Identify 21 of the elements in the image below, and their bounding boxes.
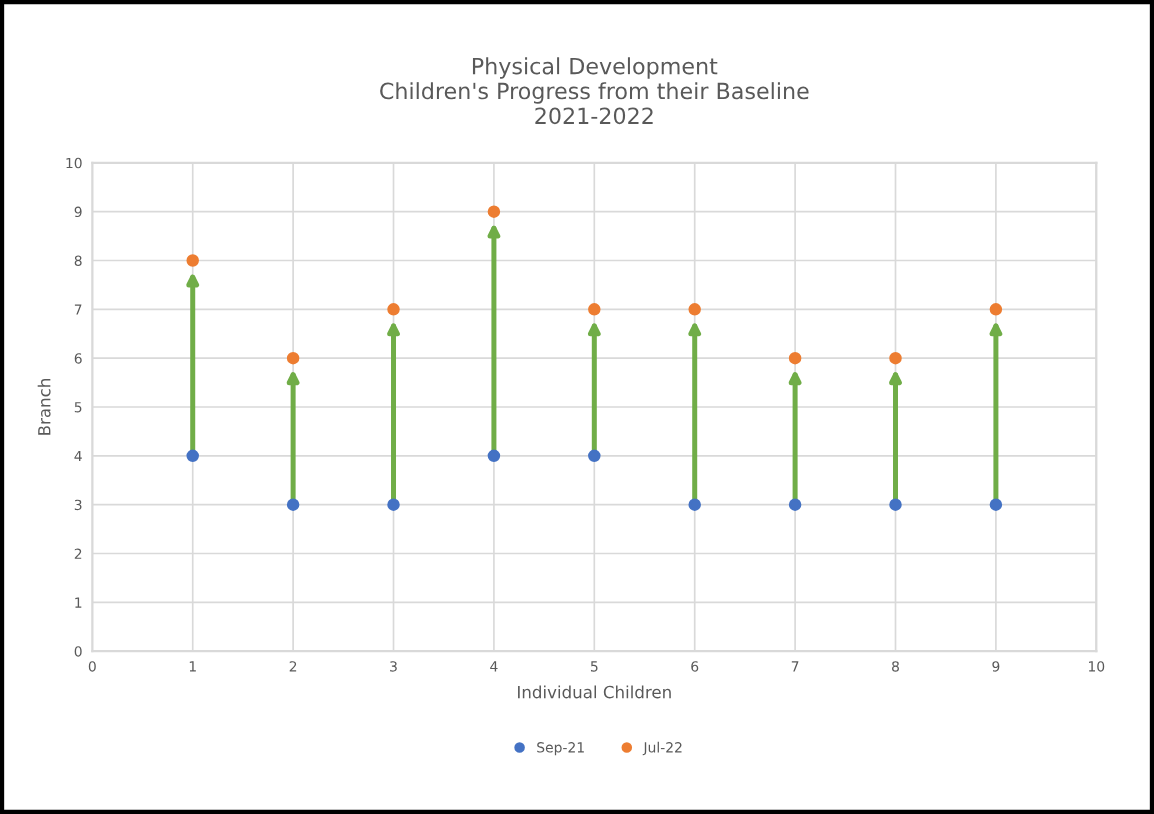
chart-title: Physical Development Children's Progress from their Baseline 2021-2022 xyxy=(380,57,809,125)
point xyxy=(286,498,300,511)
point xyxy=(889,351,902,365)
point xyxy=(487,205,501,218)
y-axis-title: Branch xyxy=(37,379,51,435)
point xyxy=(487,449,501,463)
point xyxy=(688,498,701,511)
point xyxy=(889,498,902,511)
point xyxy=(186,254,199,267)
point xyxy=(588,303,601,316)
x-axis-title: Individual Children xyxy=(518,685,671,699)
point xyxy=(387,303,400,316)
point xyxy=(588,449,601,463)
point xyxy=(788,498,802,511)
point xyxy=(989,498,1003,511)
point xyxy=(186,449,199,463)
point xyxy=(387,498,400,511)
point xyxy=(286,351,300,365)
point xyxy=(989,303,1003,316)
point xyxy=(688,303,701,316)
point xyxy=(788,351,802,365)
